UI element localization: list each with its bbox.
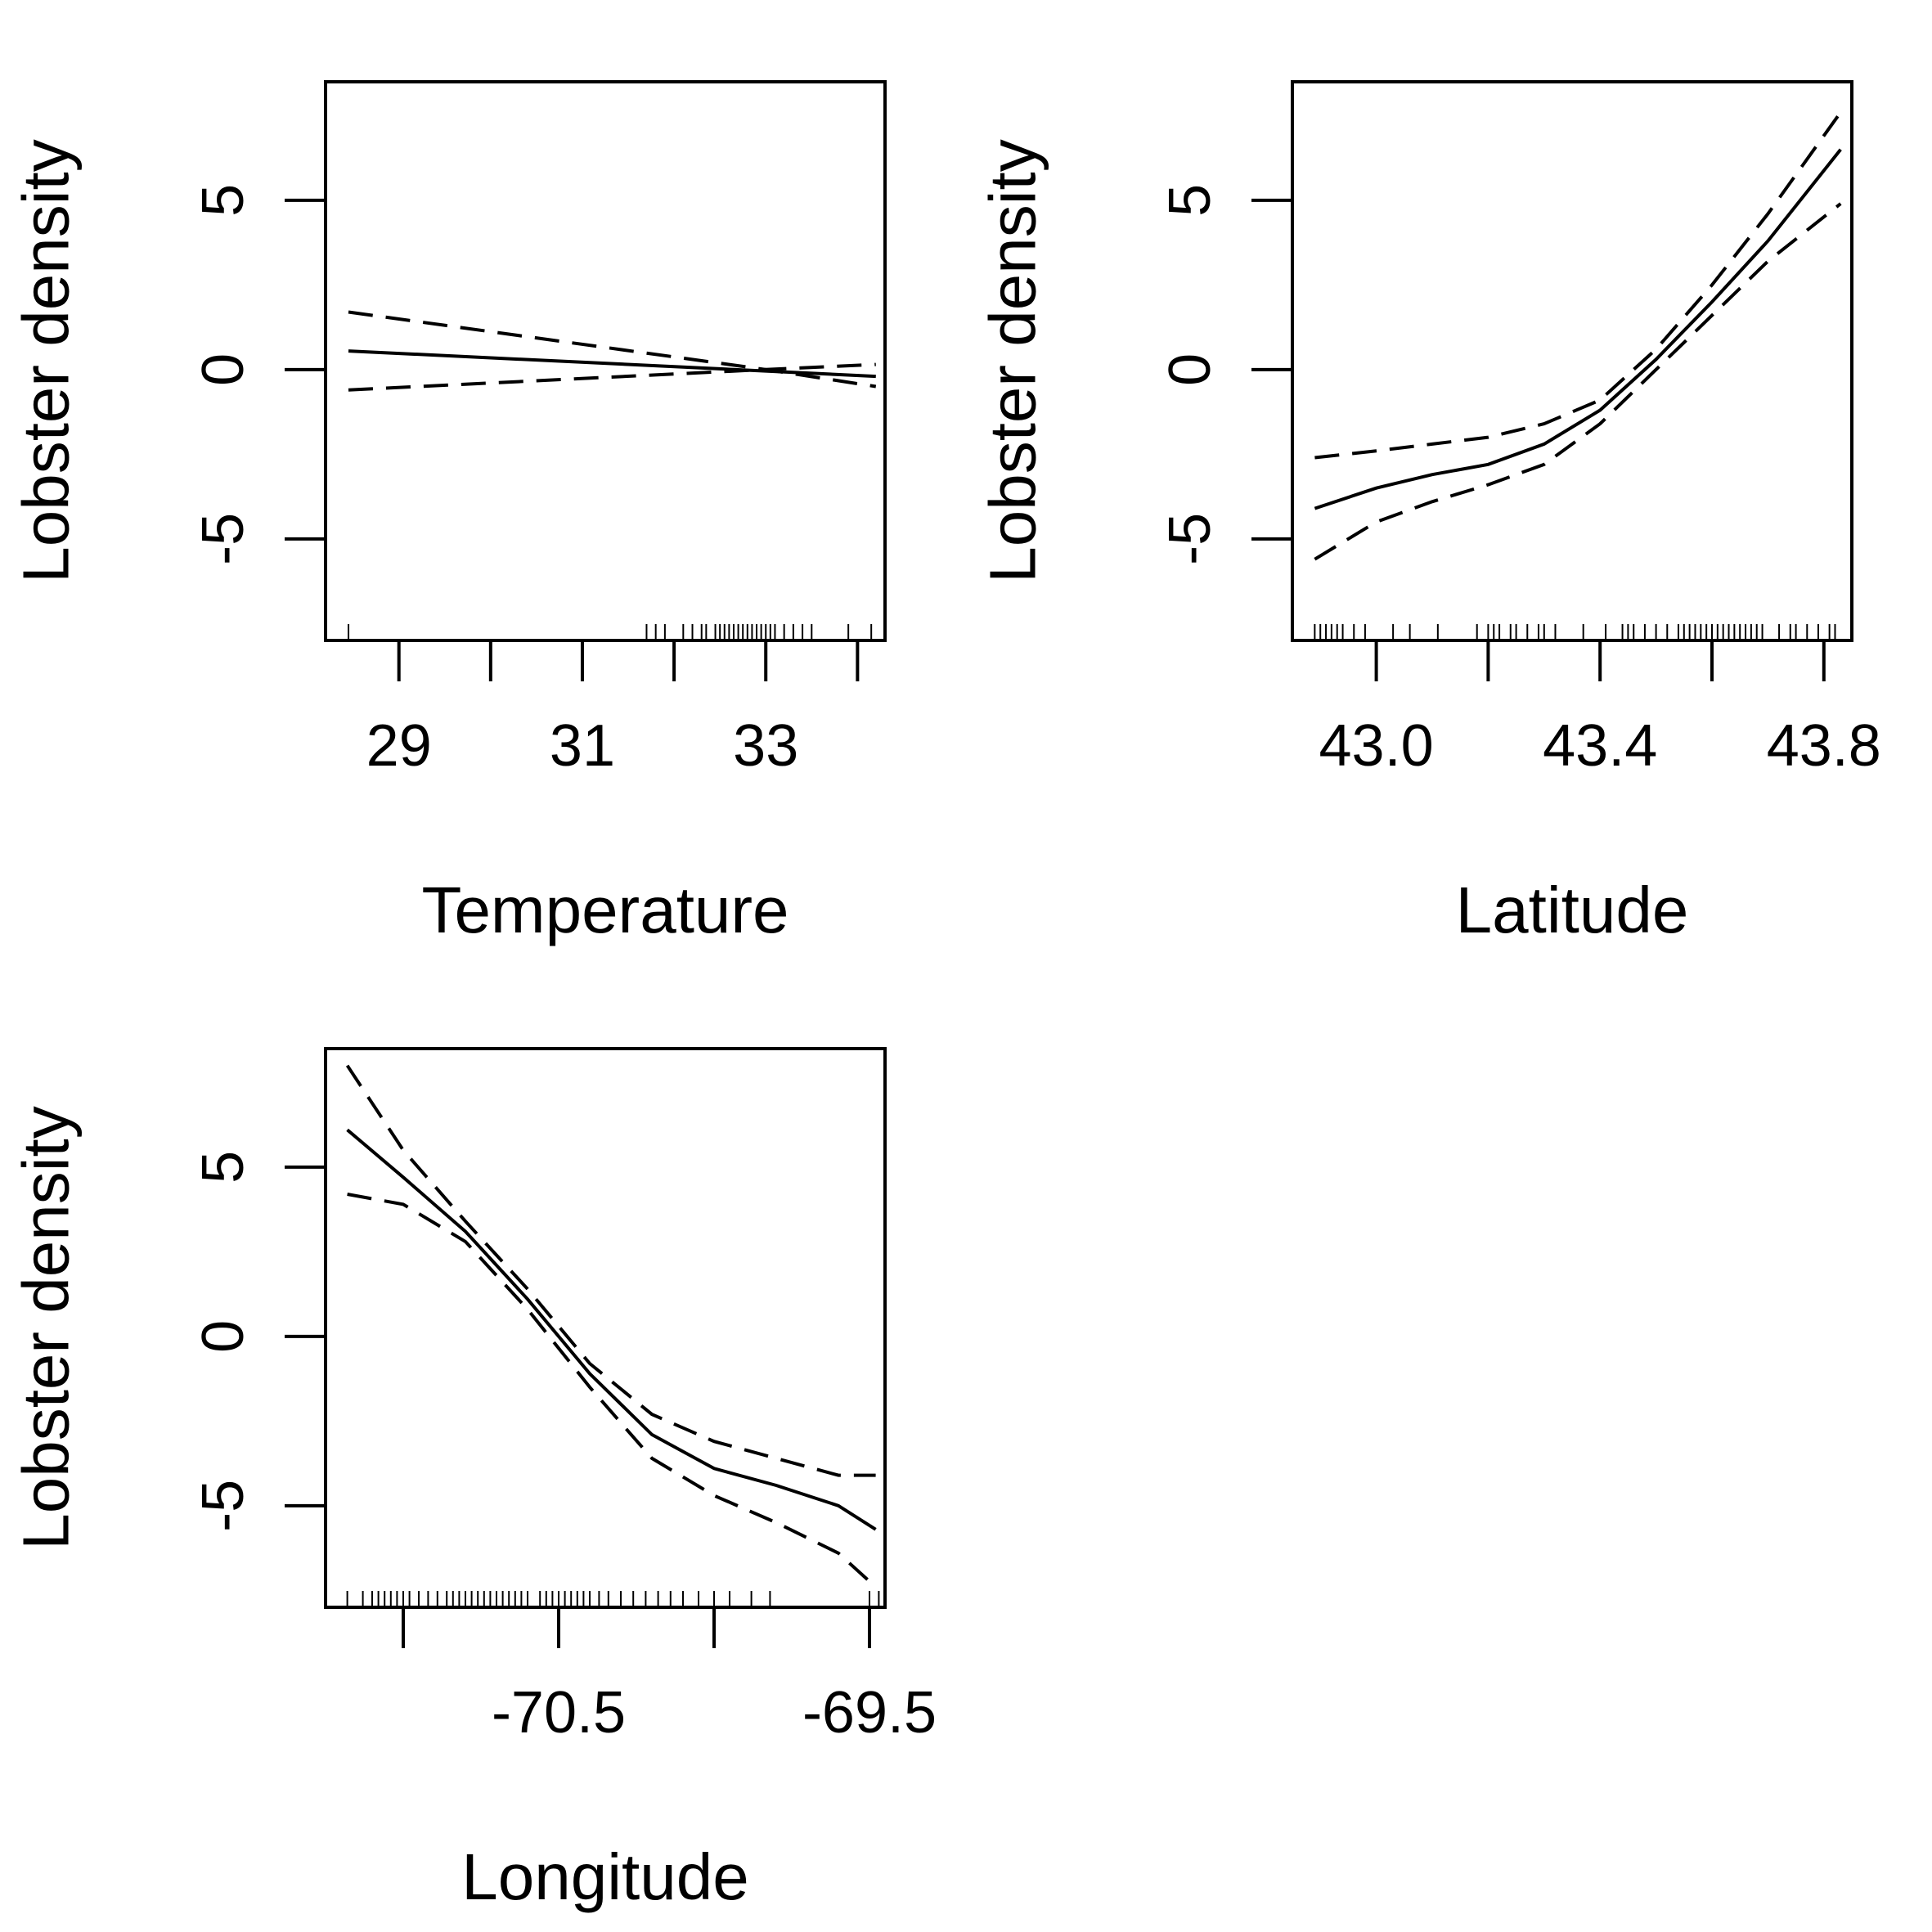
y-axis-title: Lobster density [10, 1106, 83, 1550]
fitted-smooth-line [346, 1128, 877, 1531]
x-axis-title: Latitude [1456, 874, 1689, 946]
y-tick-label: 5 [191, 1151, 256, 1184]
lower-ci-line [348, 362, 876, 392]
y-axis-title: Lobster density [10, 139, 83, 583]
x-tick-label: 29 [366, 713, 432, 779]
x-tick-label: -69.5 [802, 1680, 937, 1746]
panel-latitude: 43.0 43.4 43.8 -5 0 5 Latitude Lobster density [977, 80, 1881, 946]
lower-ci-line [1314, 202, 1842, 561]
y-tick-label: 0 [191, 353, 256, 386]
y-tick-label: 5 [1157, 184, 1223, 217]
y-tick-label: -5 [191, 1480, 256, 1532]
y-tick-label: -5 [191, 513, 256, 565]
y-tick-label: -5 [1157, 513, 1223, 565]
panel-temperature: 29 31 33 -5 0 5 Temperature Lobster density [10, 80, 887, 946]
upper-ci-line [345, 1064, 876, 1477]
x-tick-label: 43.0 [1319, 713, 1434, 779]
x-tick-label: 31 [550, 713, 615, 779]
lower-ci-line [347, 1193, 877, 1588]
upper-ci-line [1314, 111, 1842, 460]
x-axis-title: Temperature [421, 874, 789, 946]
x-tick-label: -70.5 [492, 1680, 626, 1746]
x-tick-label: 33 [733, 713, 798, 779]
fitted-smooth-line [1314, 148, 1842, 510]
plot-frame [324, 1047, 887, 1609]
x-tick-label: 43.4 [1543, 713, 1657, 779]
y-tick-label: 0 [1157, 353, 1223, 386]
fitted-smooth-line [348, 349, 876, 379]
x-axis-title: Longitude [461, 1840, 748, 1913]
panel-longitude: -70.5 -69.5 -5 0 5 Longitude Lobster density [10, 1047, 937, 1913]
y-tick-label: 5 [191, 184, 256, 217]
y-axis-title: Lobster density [977, 139, 1049, 583]
x-tick-label: 43.8 [1767, 713, 1881, 779]
plot-frame [324, 80, 887, 642]
y-tick-label: 0 [191, 1320, 256, 1353]
upper-ci-line [348, 310, 877, 389]
plot-frame [1291, 80, 1853, 642]
